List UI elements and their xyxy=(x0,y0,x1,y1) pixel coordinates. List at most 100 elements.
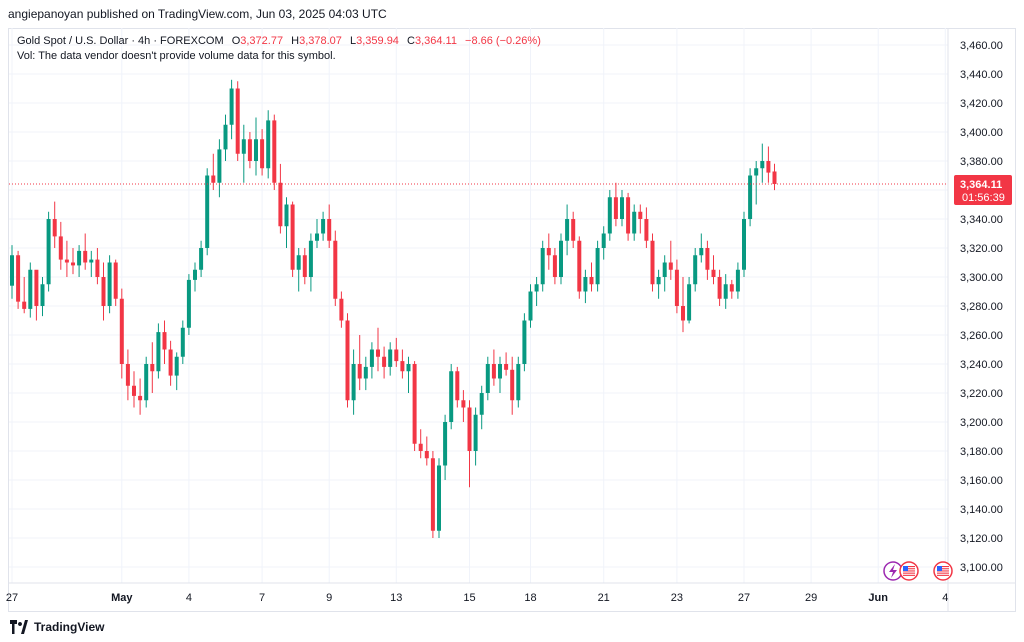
candle[interactable] xyxy=(95,248,100,285)
candle[interactable] xyxy=(479,385,484,430)
candle[interactable] xyxy=(351,349,356,415)
candle[interactable] xyxy=(406,356,411,393)
candle[interactable] xyxy=(199,240,204,277)
candle[interactable] xyxy=(211,153,216,190)
candle[interactable] xyxy=(89,250,94,277)
candle[interactable] xyxy=(595,240,600,292)
candle[interactable] xyxy=(315,219,319,248)
us-flag-event-icon[interactable] xyxy=(899,561,919,581)
candle[interactable] xyxy=(717,269,722,306)
candle[interactable] xyxy=(510,356,515,415)
candle[interactable] xyxy=(357,335,362,391)
candle[interactable] xyxy=(601,226,606,260)
candle[interactable] xyxy=(290,201,295,277)
candle[interactable] xyxy=(266,110,271,179)
candle[interactable] xyxy=(760,143,765,183)
candle[interactable] xyxy=(150,342,155,393)
candle[interactable] xyxy=(138,378,143,415)
candle[interactable] xyxy=(613,182,618,227)
candle[interactable] xyxy=(534,277,539,306)
candle[interactable] xyxy=(156,323,161,379)
candle[interactable] xyxy=(437,458,441,538)
candle[interactable] xyxy=(205,168,210,256)
candle[interactable] xyxy=(16,250,21,309)
candle[interactable] xyxy=(132,371,136,408)
candle[interactable] xyxy=(321,211,326,241)
candle[interactable] xyxy=(559,233,563,285)
candle[interactable] xyxy=(571,211,576,248)
candle[interactable] xyxy=(217,139,222,198)
candle[interactable] xyxy=(168,340,173,386)
candle[interactable] xyxy=(302,248,307,285)
candle[interactable] xyxy=(394,337,399,367)
candle[interactable] xyxy=(772,163,777,191)
candle[interactable] xyxy=(461,390,466,422)
candle[interactable] xyxy=(583,269,588,304)
candle[interactable] xyxy=(363,356,368,391)
candle[interactable] xyxy=(376,327,380,372)
candle[interactable] xyxy=(644,207,649,248)
candle[interactable] xyxy=(10,245,14,299)
candle[interactable] xyxy=(46,211,51,292)
candle[interactable] xyxy=(546,233,551,270)
candle[interactable] xyxy=(681,277,685,333)
candle[interactable] xyxy=(58,221,63,270)
candle[interactable] xyxy=(327,204,332,249)
candle[interactable] xyxy=(424,436,429,466)
candle[interactable] xyxy=(241,124,246,183)
candle[interactable] xyxy=(626,192,631,241)
us-flag-event-icon[interactable] xyxy=(933,561,953,581)
candle[interactable] xyxy=(28,262,33,318)
candle[interactable] xyxy=(723,274,728,309)
candle[interactable] xyxy=(589,262,594,292)
candle[interactable] xyxy=(229,79,234,140)
candle[interactable] xyxy=(162,320,167,365)
candle[interactable] xyxy=(223,114,228,161)
candle[interactable] xyxy=(247,132,252,169)
candle[interactable] xyxy=(71,248,75,275)
candle[interactable] xyxy=(748,168,753,227)
candle[interactable] xyxy=(742,211,746,277)
candle[interactable] xyxy=(455,366,460,408)
candle[interactable] xyxy=(662,255,667,292)
candle[interactable] xyxy=(254,117,258,176)
candle[interactable] xyxy=(687,277,692,324)
candle[interactable] xyxy=(119,288,124,379)
candle[interactable] xyxy=(699,233,704,263)
candle[interactable] xyxy=(467,400,472,488)
candle[interactable] xyxy=(540,240,545,292)
candle[interactable] xyxy=(418,429,423,459)
candle[interactable] xyxy=(565,204,570,256)
candle[interactable] xyxy=(443,414,448,480)
candle[interactable] xyxy=(607,190,612,241)
candle[interactable] xyxy=(180,320,185,365)
candle[interactable] xyxy=(52,201,57,248)
candle[interactable] xyxy=(705,240,710,280)
candle[interactable] xyxy=(113,259,118,306)
candle[interactable] xyxy=(174,352,179,391)
candle[interactable] xyxy=(193,262,197,292)
candle[interactable] xyxy=(388,342,393,376)
candle[interactable] xyxy=(186,274,191,335)
candle[interactable] xyxy=(735,262,740,299)
candle[interactable] xyxy=(339,291,344,328)
candle[interactable] xyxy=(552,248,557,285)
candle[interactable] xyxy=(107,255,112,314)
candle[interactable] xyxy=(498,356,502,393)
footer-brand[interactable]: TradingView xyxy=(8,618,104,636)
symbol-name[interactable]: Gold Spot / U.S. Dollar · 4h · FOREXCOM xyxy=(17,35,224,47)
candle[interactable] xyxy=(766,146,771,183)
candle[interactable] xyxy=(40,277,45,317)
candle[interactable] xyxy=(345,313,350,408)
candle[interactable] xyxy=(638,204,643,234)
candle[interactable] xyxy=(400,349,405,379)
candle[interactable] xyxy=(34,269,39,321)
candle[interactable] xyxy=(668,240,673,280)
candle[interactable] xyxy=(577,236,582,299)
candle[interactable] xyxy=(296,248,301,292)
candle[interactable] xyxy=(528,284,533,328)
candle[interactable] xyxy=(308,233,313,292)
candle[interactable] xyxy=(284,197,289,248)
